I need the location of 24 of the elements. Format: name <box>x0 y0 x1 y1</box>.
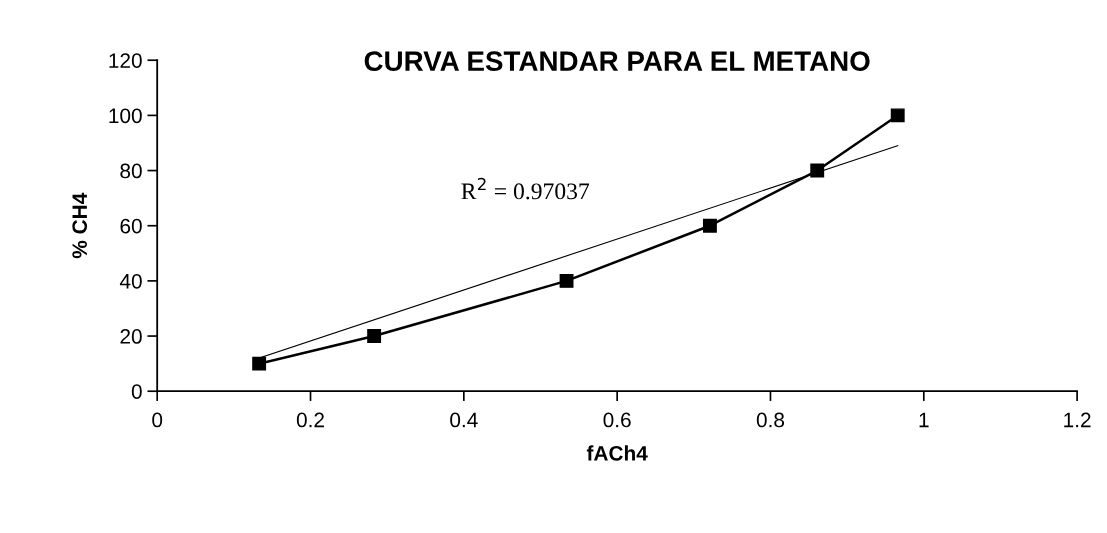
point <box>559 273 574 288</box>
point <box>810 163 825 178</box>
y-tick-label: 60 <box>120 218 142 234</box>
y-tick-label: 120 <box>109 53 142 68</box>
point <box>252 356 267 371</box>
y-tick-label: 100 <box>109 108 142 124</box>
x-tick-label: 0.2 <box>296 412 324 428</box>
y-axis-title: % CH4 <box>72 192 88 259</box>
y-tick-label: 0 <box>131 384 142 399</box>
y-tick-label: 80 <box>120 163 142 179</box>
chart-title: CURVA ESTANDAR PARA EL METANO <box>364 51 870 71</box>
point <box>890 108 905 123</box>
x-tick-label: 0.4 <box>450 412 478 428</box>
y-tick-label: 20 <box>120 329 142 344</box>
y-tick-label: 40 <box>119 273 142 289</box>
x-tick-label: 0 <box>152 412 163 428</box>
point <box>702 218 717 233</box>
x-axis-title: fACh4 <box>586 445 648 461</box>
x-tick-label: 0.8 <box>756 412 785 428</box>
x-tick-label: 1 <box>919 412 929 428</box>
point <box>367 329 382 344</box>
x-tick-label: 0.6 <box>603 412 631 428</box>
annotation: R$^{2}$ = 0.97037 <box>461 177 590 200</box>
x-tick-label: 1.2 <box>1064 412 1091 428</box>
